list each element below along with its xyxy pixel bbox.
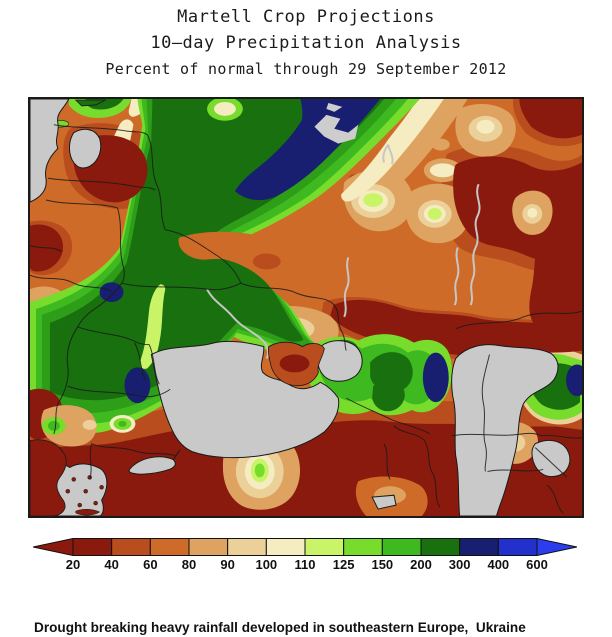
colorbar-label: 90 xyxy=(220,557,235,572)
country-borders xyxy=(30,124,582,514)
maroon-zones xyxy=(30,99,582,516)
don-river xyxy=(343,257,350,318)
colorbar-label: 60 xyxy=(143,557,158,572)
gulf-of-riga xyxy=(68,128,102,169)
colorbar-label: 300 xyxy=(448,557,471,572)
land-overlays xyxy=(30,99,325,516)
navy-band xyxy=(234,99,381,201)
colorbar-labels: 20 40 60 80 90 100 110 125 150 200 300 400 600 xyxy=(33,557,577,575)
caspian-sea xyxy=(451,344,559,516)
volga-river xyxy=(469,183,481,306)
colorbar-label: 110 xyxy=(294,557,316,572)
map-svg xyxy=(30,99,582,516)
kama-river xyxy=(382,144,394,165)
colorbar: 20 40 60 80 90 100 110 125 150 200 300 400 600 xyxy=(32,537,578,578)
page-subtitle: 10–day Precipitation Analysis xyxy=(150,33,462,53)
bosporus-strait xyxy=(172,449,181,460)
rivers xyxy=(206,144,481,359)
colorbar-label: 600 xyxy=(526,557,548,572)
caption-line-1: Drought breaking heavy rainfall develope… xyxy=(34,620,526,635)
black-sea xyxy=(150,340,340,459)
lakes xyxy=(314,102,359,144)
sea-of-azov xyxy=(316,340,363,382)
aegean-islands xyxy=(65,475,104,516)
precipitation-map xyxy=(28,97,584,518)
page-title: Martell Crop Projections xyxy=(177,7,435,27)
palegreen-zones xyxy=(363,193,442,220)
colorbar-label: 200 xyxy=(410,557,432,572)
colorbar-label: 20 xyxy=(65,557,81,572)
corridor-overlays xyxy=(140,231,377,369)
caption: Drought breaking heavy rainfall develope… xyxy=(34,585,590,637)
finland-sliver xyxy=(74,99,106,107)
page-dateline: Percent of normal through 29 September 2… xyxy=(105,60,507,78)
lake-sliver xyxy=(326,102,343,112)
colorbar-label: 100 xyxy=(255,557,278,572)
baltic-sea xyxy=(30,99,70,203)
colorbar-label: 40 xyxy=(104,557,119,572)
colorbar-label: 400 xyxy=(487,557,510,572)
greece xyxy=(30,439,67,516)
colorbar-label: 150 xyxy=(371,557,394,572)
cyprus-island xyxy=(371,494,397,510)
sea-of-marmara xyxy=(128,456,176,475)
seas xyxy=(30,99,571,516)
colorbar-label: 125 xyxy=(332,557,355,572)
kara-bogaz-gulf xyxy=(531,439,571,478)
rybinsk-lake xyxy=(314,114,359,144)
colorbar-label: 80 xyxy=(181,557,197,572)
crete-island xyxy=(75,509,101,516)
dnieper-river xyxy=(206,288,270,359)
colorbar-svg xyxy=(32,537,578,557)
volga-branch xyxy=(453,247,460,306)
